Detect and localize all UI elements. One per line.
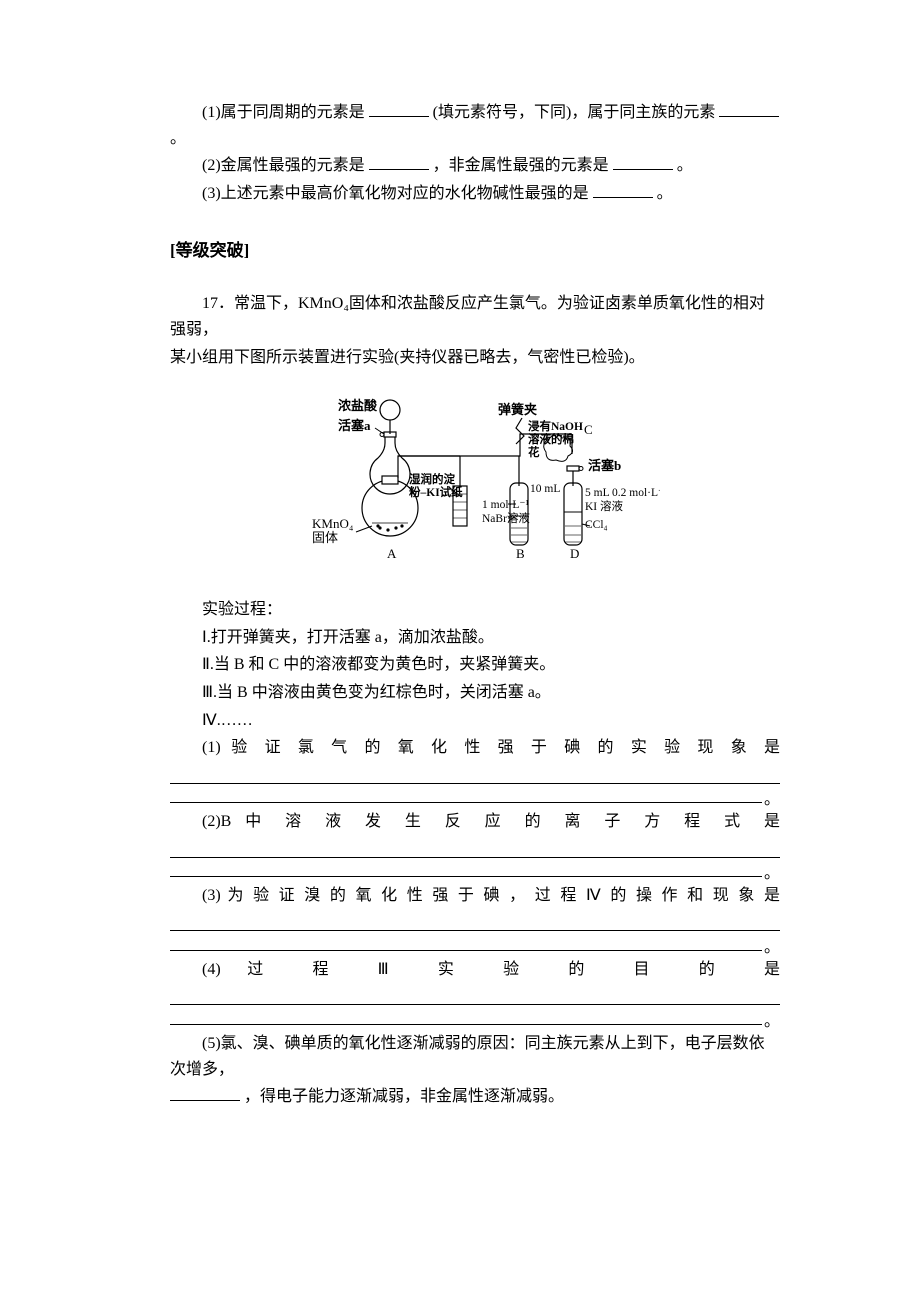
- label-valve-b: 活塞b: [588, 458, 621, 473]
- label-naoh1: 浸有NaOH: [528, 419, 583, 433]
- q17-p3: (3) 为 验 证 溴 的 氧 化 性 强 于 碘 ， 过 程 Ⅳ 的 操 作 …: [170, 883, 780, 909]
- label-D: D: [570, 546, 579, 561]
- section-heading: [等级突破]: [170, 236, 780, 261]
- label-kmno4-1: KMnO₄: [312, 516, 354, 531]
- q17-p4: (4) 过 程 Ⅲ 实 验 的 目 的 是: [170, 957, 780, 983]
- label-nabr: NaBr溶液: [482, 511, 530, 525]
- blank-fill[interactable]: [170, 1085, 240, 1101]
- experiment-diagram: 浓盐酸 活塞a 弹簧夹 浸有NaOH 溶液的棉 花 C 活塞b 湿润的淀 粉–K…: [170, 388, 780, 583]
- blank-fill[interactable]: [369, 101, 429, 117]
- blank-line[interactable]: [170, 763, 780, 784]
- q16-part1: (1)属于同周期的元素是 (填元素符号，下同)，属于同主族的元素 。: [170, 100, 780, 151]
- text: (2)金属性最强的元素是: [202, 157, 365, 174]
- label-valve-a: 活塞a: [338, 418, 371, 433]
- label-A: A: [387, 546, 397, 561]
- label-wet1: 湿润的淀: [409, 472, 455, 486]
- label-kmno4-2: 固体: [312, 530, 338, 545]
- label-ki: KI 溶液: [585, 499, 624, 513]
- q17-p5-pre: (5)氯、溴、碘单质的氧化性逐渐减弱的原因：同主族元素从上到下，电子层数依次增多…: [170, 1031, 780, 1082]
- step1: Ⅰ.打开弹簧夹，打开活塞 a，滴加浓盐酸。: [170, 625, 780, 651]
- blank-fill[interactable]: [593, 182, 653, 198]
- q16-part2: (2)金属性最强的元素是 ，非金属性最强的元素是 。: [170, 153, 780, 179]
- q17-p5-row: ，得电子能力逐渐减弱，非金属性逐渐减弱。: [170, 1084, 780, 1110]
- blank-line[interactable]: [170, 985, 780, 1006]
- q17-p2: (2)B 中 溶 液 发 生 反 应 的 离 子 方 程 式 是: [170, 809, 780, 835]
- text: 。: [677, 157, 693, 174]
- label-naoh2: 溶液的棉: [528, 432, 574, 446]
- text: 。: [170, 130, 186, 147]
- label-5ml: 5 mL 0.2 mol·L⁻¹: [585, 487, 660, 499]
- label-1mol: 1 mol·L⁻¹: [482, 499, 529, 511]
- blank-line[interactable]: [170, 911, 780, 932]
- q17-intro2: 某小组用下图所示装置进行实验(夹持仪器已略去，气密性已检验)。: [170, 345, 780, 371]
- label-C: C: [584, 422, 593, 437]
- text: ，得电子能力逐渐减弱，非金属性逐渐减弱。: [244, 1088, 564, 1105]
- q17-p1: (1) 验 证 氯 气 的 氧 化 性 强 于 碘 的 实 验 现 象 是: [170, 735, 780, 761]
- blank-line-period[interactable]: [170, 931, 780, 957]
- blank-fill[interactable]: [369, 154, 429, 170]
- label-naoh3: 花: [528, 445, 540, 459]
- label-nhcl: 浓盐酸: [338, 398, 378, 413]
- label-10ml: 10 mL: [530, 483, 560, 495]
- blank-fill[interactable]: [719, 101, 779, 117]
- blank-line-period[interactable]: [170, 784, 780, 810]
- label-ccl4: CCl₄: [585, 519, 608, 531]
- text: (3)上述元素中最高价氧化物对应的水化物碱性最强的是: [202, 185, 589, 202]
- blank-fill[interactable]: [613, 154, 673, 170]
- step3: Ⅲ.当 B 中溶液由黄色变为红棕色时，关闭活塞 a。: [170, 680, 780, 706]
- q16-part3: (3)上述元素中最高价氧化物对应的水化物碱性最强的是 。: [170, 181, 780, 207]
- step2: Ⅱ.当 B 和 C 中的溶液都变为黄色时，夹紧弹簧夹。: [170, 652, 780, 678]
- text: (1)属于同周期的元素是: [202, 104, 365, 121]
- text: ，非金属性最强的元素是: [433, 157, 609, 174]
- blank-line[interactable]: [170, 837, 780, 858]
- steps-title: 实验过程：: [170, 597, 780, 623]
- q17-intro1: 17．常温下，KMnO₄固体和浓盐酸反应产生氯气。为验证卤素单质氧化性的相对强弱…: [170, 291, 780, 342]
- blank-line-period[interactable]: [170, 858, 780, 884]
- text: (填元素符号，下同)，属于同主族的元素: [433, 104, 716, 121]
- label-spring: 弹簧夹: [498, 402, 537, 417]
- blank-line-period[interactable]: [170, 1005, 780, 1031]
- step4: Ⅳ.……: [170, 708, 780, 734]
- text: 。: [657, 185, 673, 202]
- label-B: B: [516, 546, 525, 561]
